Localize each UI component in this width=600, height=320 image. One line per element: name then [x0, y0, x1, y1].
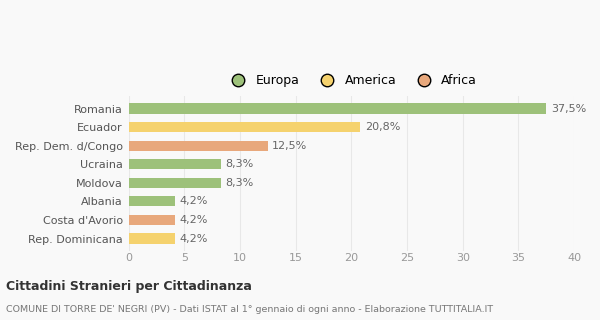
Legend: Europa, America, Africa: Europa, America, Africa: [223, 72, 479, 90]
Text: 37,5%: 37,5%: [551, 104, 586, 114]
Text: 4,2%: 4,2%: [180, 215, 208, 225]
Text: 4,2%: 4,2%: [180, 234, 208, 244]
Bar: [128, 233, 175, 244]
Text: 12,5%: 12,5%: [272, 141, 308, 151]
Bar: [128, 159, 221, 169]
Bar: [128, 178, 221, 188]
Bar: [128, 196, 175, 206]
Bar: [128, 215, 175, 225]
Text: COMUNE DI TORRE DE' NEGRI (PV) - Dati ISTAT al 1° gennaio di ogni anno - Elabora: COMUNE DI TORRE DE' NEGRI (PV) - Dati IS…: [6, 305, 493, 314]
Bar: [128, 140, 268, 151]
Text: Cittadini Stranieri per Cittadinanza: Cittadini Stranieri per Cittadinanza: [6, 280, 252, 292]
Text: 8,3%: 8,3%: [226, 178, 254, 188]
Text: 8,3%: 8,3%: [226, 159, 254, 169]
Bar: [128, 103, 547, 114]
Text: 4,2%: 4,2%: [180, 196, 208, 206]
Bar: [128, 122, 360, 132]
Text: 20,8%: 20,8%: [365, 122, 400, 132]
